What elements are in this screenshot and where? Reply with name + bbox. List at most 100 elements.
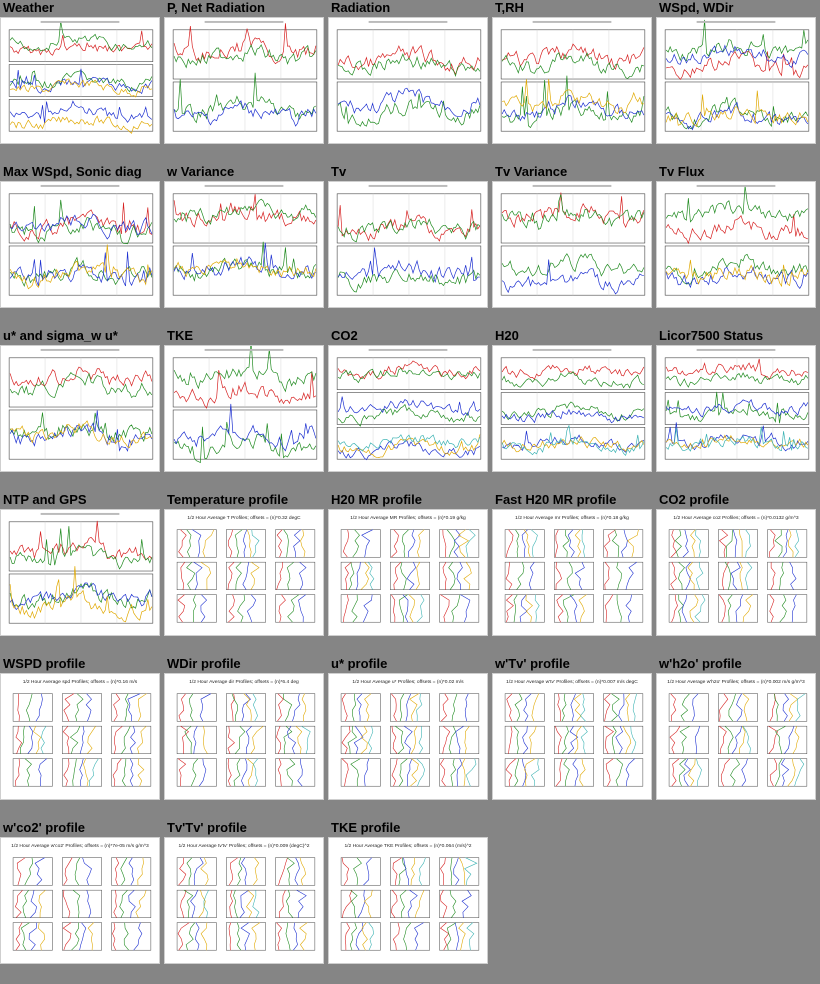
plot-title: Tv xyxy=(331,164,347,179)
svg-text:1/2 Hour Average u* Profiles;: 1/2 Hour Average u* Profiles; offsets = … xyxy=(352,679,464,685)
plot-thumbnail-image: 1/2 Hour Average mr Profiles; offsets = … xyxy=(504,515,644,623)
plot-thumbnail-link[interactable] xyxy=(656,345,816,472)
plot-thumbnail-cell: Max WSpd, Sonic diag xyxy=(0,164,160,310)
plot-thumbnail-cell: Weather xyxy=(0,0,160,146)
plot-thumbnail-cell: Fast H20 MR profile 1/2 Hour Average mr P… xyxy=(492,492,652,638)
plot-title: Weather xyxy=(3,0,55,15)
plot-thumbnail-link[interactable] xyxy=(0,509,160,636)
plot-title: H20 xyxy=(495,328,519,343)
plot-thumbnail-image xyxy=(664,19,810,132)
plot-title: u* profile xyxy=(331,656,388,671)
plot-thumbnail-cell: Tv Variance xyxy=(492,164,652,310)
plot-thumbnail-image: 1/2 Hour Average T Profiles; offsets = (… xyxy=(176,515,316,623)
plot-thumbnail-link[interactable] xyxy=(328,345,488,472)
plot-title: Fast H20 MR profile xyxy=(495,492,617,507)
plot-thumbnail-link[interactable]: 1/2 Hour Average tv'tv' Profiles; offset… xyxy=(164,837,324,964)
plot-title: Max WSpd, Sonic diag xyxy=(3,164,142,179)
svg-text:1/2 Hour Average mr Profiles;: 1/2 Hour Average mr Profiles; offsets = … xyxy=(515,515,629,521)
plot-thumbnail-cell: Temperature profile 1/2 Hour Average T Pr… xyxy=(164,492,324,638)
plot-thumbnail-cell: u* profile 1/2 Hour Average u* Profiles; … xyxy=(328,656,488,802)
plot-thumbnail-image xyxy=(500,20,646,132)
plot-thumbnail-image: 1/2 Hour Average u* Profiles; offsets = … xyxy=(340,679,480,787)
plot-thumbnail-link[interactable]: 1/2 Hour Average w'co2' Profiles; offset… xyxy=(0,837,160,964)
plot-thumbnail-cell: Radiation xyxy=(328,0,488,146)
plot-title: u* and sigma_w u* xyxy=(3,328,118,343)
plot-thumbnail-link[interactable] xyxy=(328,17,488,144)
plot-thumbnail-image xyxy=(8,184,154,296)
svg-text:1/2 Hour Average tv'tv' Profil: 1/2 Hour Average tv'tv' Profiles; offset… xyxy=(179,843,310,849)
plot-thumbnail-link[interactable] xyxy=(328,181,488,308)
plot-title: w'Tv' profile xyxy=(495,656,570,671)
plot-title: WDir profile xyxy=(167,656,241,671)
plot-thumbnail-image: 1/2 Hour Average w'h2o' Profiles; offset… xyxy=(667,679,808,787)
plot-thumbnail-link[interactable]: 1/2 Hour Average u* Profiles; offsets = … xyxy=(328,673,488,800)
plot-title: Tv'Tv' profile xyxy=(167,820,247,835)
plot-thumbnail-image xyxy=(336,20,482,132)
plot-thumbnail-cell: WSPD profile 1/2 Hour Average spd Profile… xyxy=(0,656,160,802)
plot-title: CO2 xyxy=(331,328,358,343)
plot-title: w'co2' profile xyxy=(3,820,86,835)
plot-thumbnail-link[interactable]: 1/2 Hour Average dir Profiles; offsets =… xyxy=(164,673,324,800)
plot-thumbnail-image xyxy=(336,184,482,296)
plot-thumbnail-link[interactable] xyxy=(164,17,324,144)
plot-title: Tv Variance xyxy=(495,164,568,179)
plot-thumbnail-image: 1/2 Hour Average w'co2' Profiles; offset… xyxy=(11,843,152,951)
plot-thumbnail-link[interactable] xyxy=(0,181,160,308)
plot-thumbnail-image xyxy=(8,20,154,134)
plot-thumbnail-cell: w'h2o' profile 1/2 Hour Average w'h2o' Pr… xyxy=(656,656,816,802)
plot-thumbnail-cell: Tv'Tv' profile 1/2 Hour Average tv'tv' Pr… xyxy=(164,820,324,966)
svg-text:1/2 Hour Average T Profiles; o: 1/2 Hour Average T Profiles; offsets = (… xyxy=(187,515,301,521)
plot-thumbnail-link[interactable]: 1/2 Hour Average w'tv' Profiles; offsets… xyxy=(492,673,652,800)
plot-thumbnail-link[interactable] xyxy=(0,17,160,144)
svg-text:1/2 Hour Average dir Profiles;: 1/2 Hour Average dir Profiles; offsets =… xyxy=(189,679,299,685)
plot-thumbnail-image xyxy=(172,20,318,132)
plot-thumbnail-cell: H20 xyxy=(492,328,652,474)
plot-thumbnail-image: 1/2 Hour Average co2 Profiles; offsets =… xyxy=(668,515,808,623)
svg-text:1/2 Hour Average MR Profiles;: 1/2 Hour Average MR Profiles; offsets = … xyxy=(350,515,466,521)
plot-thumbnail-cell: Licor7500 Status xyxy=(656,328,816,474)
plot-thumbnail-cell: WSpd, WDir xyxy=(656,0,816,146)
plot-thumbnail-cell: WDir profile 1/2 Hour Average dir Profile… xyxy=(164,656,324,802)
plot-thumbnail-image xyxy=(500,184,646,296)
plot-thumbnail-image: 1/2 Hour Average MR Profiles; offsets = … xyxy=(340,515,480,623)
plot-thumbnail-link[interactable] xyxy=(164,181,324,308)
plot-thumbnail-cell: TKE xyxy=(164,328,324,474)
plot-thumbnail-cell: Tv Flux xyxy=(656,164,816,310)
plot-thumbnail-image xyxy=(500,348,646,460)
plot-thumbnail-cell: TKE profile 1/2 Hour Average TKE Profiles… xyxy=(328,820,488,966)
plot-thumbnail-cell: w'co2' profile 1/2 Hour Average w'co2' Pr… xyxy=(0,820,160,966)
plot-title: Radiation xyxy=(331,0,391,15)
svg-text:1/2 Hour Average co2 Profiles;: 1/2 Hour Average co2 Profiles; offsets =… xyxy=(673,515,799,521)
plot-thumbnail-link[interactable]: 1/2 Hour Average TKE Profiles; offsets =… xyxy=(328,837,488,964)
plot-thumbnail-cell: w'Tv' profile 1/2 Hour Average w'tv' Prof… xyxy=(492,656,652,802)
plot-thumbnail-link[interactable]: 1/2 Hour Average mr Profiles; offsets = … xyxy=(492,509,652,636)
plot-thumbnail-link[interactable]: 1/2 Hour Average MR Profiles; offsets = … xyxy=(328,509,488,636)
plot-thumbnail-link[interactable] xyxy=(656,181,816,308)
plot-thumbnail-link[interactable]: 1/2 Hour Average spd Profiles; offsets =… xyxy=(0,673,160,800)
plot-thumbnail-link[interactable]: 1/2 Hour Average w'h2o' Profiles; offset… xyxy=(656,673,816,800)
plot-thumbnail-image xyxy=(664,348,810,460)
plot-thumbnail-link[interactable]: 1/2 Hour Average T Profiles; offsets = (… xyxy=(164,509,324,636)
svg-text:1/2 Hour Average spd Profiles;: 1/2 Hour Average spd Profiles; offsets =… xyxy=(23,679,138,685)
plot-thumbnail-link[interactable] xyxy=(492,17,652,144)
plot-thumbnail-cell: P, Net Radiation xyxy=(164,0,324,146)
plot-thumbnail-image: 1/2 Hour Average w'tv' Profiles; offsets… xyxy=(504,679,644,787)
plot-thumbnail-image xyxy=(8,512,154,624)
plot-title: P, Net Radiation xyxy=(167,0,266,15)
plot-thumbnail-cell: NTP and GPS xyxy=(0,492,160,638)
plot-thumbnail-link[interactable]: 1/2 Hour Average co2 Profiles; offsets =… xyxy=(656,509,816,636)
plot-title: H20 MR profile xyxy=(331,492,423,507)
plot-thumbnail-link[interactable] xyxy=(492,181,652,308)
plot-title: CO2 profile xyxy=(659,492,730,507)
plot-thumbnail-link[interactable] xyxy=(164,345,324,472)
plot-thumbnail-image xyxy=(172,346,318,464)
plot-thumbnail-image: 1/2 Hour Average tv'tv' Profiles; offset… xyxy=(176,843,316,951)
plot-thumbnail-cell: T,RH xyxy=(492,0,652,146)
plot-thumbnail-link[interactable] xyxy=(492,345,652,472)
plot-thumbnail-link[interactable] xyxy=(656,17,816,144)
svg-text:1/2 Hour Average w'h2o' Profil: 1/2 Hour Average w'h2o' Profiles; offset… xyxy=(667,679,805,685)
plot-title: Licor7500 Status xyxy=(659,328,764,343)
plot-thumbnail-cell: CO2 profile 1/2 Hour Average co2 Profiles… xyxy=(656,492,816,638)
svg-text:1/2 Hour Average w'co2' Profil: 1/2 Hour Average w'co2' Profiles; offset… xyxy=(11,843,149,849)
plot-thumbnail-link[interactable] xyxy=(0,345,160,472)
